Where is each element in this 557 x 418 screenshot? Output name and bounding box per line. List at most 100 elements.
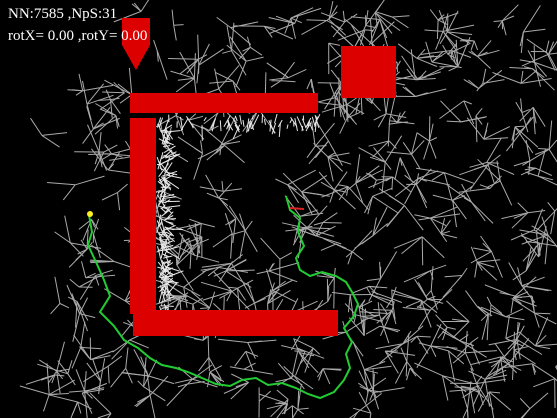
- fiber-segment: [470, 367, 477, 384]
- fiber-segment: [464, 330, 468, 353]
- fiber-segment: [376, 178, 389, 181]
- fiber-segment: [352, 407, 372, 414]
- wall-left: [130, 118, 156, 314]
- fiber-segment: [266, 403, 288, 410]
- fiber-segment: [76, 301, 88, 332]
- fiber-segment: [270, 80, 282, 88]
- fiber-segment: [534, 317, 549, 347]
- fiber-segment: [531, 363, 537, 373]
- fiber-segment: [156, 220, 165, 237]
- fiber-segment: [77, 401, 82, 414]
- fiber-segment: [516, 325, 525, 340]
- fiber-segment: [182, 239, 192, 247]
- fiber-segment: [539, 242, 557, 247]
- fiber-segment: [521, 108, 530, 114]
- fiber-segment: [429, 137, 438, 142]
- square-target-icon[interactable]: [341, 46, 396, 98]
- fiber-segment: [404, 205, 424, 231]
- dot-marker-icon[interactable]: [87, 211, 93, 217]
- fiber-segment: [380, 251, 398, 279]
- fiber-segment: [532, 107, 537, 124]
- fiber-segment: [336, 31, 355, 48]
- fiber-segment: [532, 68, 545, 78]
- fiber-segment: [268, 270, 298, 283]
- fiber-segment: [405, 361, 408, 377]
- fiber-segment: [373, 113, 387, 121]
- fiber-segment: [271, 122, 277, 135]
- fiber-segment: [402, 307, 431, 311]
- fiber-segment: [165, 283, 177, 297]
- fiber-segment: [198, 43, 210, 66]
- fiber-segment: [196, 236, 203, 260]
- fiber-segment: [322, 212, 338, 223]
- fiber-segment: [401, 55, 419, 81]
- fiber-segment: [308, 140, 329, 165]
- fiber-segment: [352, 341, 365, 370]
- fiber-segment: [152, 115, 177, 130]
- fiber-segment: [355, 176, 361, 184]
- fiber-segment: [102, 91, 125, 94]
- fiber-segment: [347, 294, 351, 313]
- fiber-segment: [371, 21, 395, 44]
- fiber-segment: [86, 104, 92, 121]
- fiber-segment: [370, 19, 373, 44]
- fiber-segment: [409, 367, 422, 380]
- fiber-segment: [321, 186, 349, 198]
- fiber-segment: [451, 50, 472, 58]
- fiber-segment: [297, 407, 309, 410]
- fiber-segment: [246, 36, 251, 48]
- fiber-segment: [229, 366, 245, 370]
- fiber-segment: [218, 197, 229, 207]
- fiber-segment: [207, 336, 210, 358]
- fiber-segment: [470, 40, 475, 51]
- fiber-segment: [425, 290, 432, 298]
- fiber-segment: [81, 392, 93, 414]
- fiber-segment: [357, 393, 382, 413]
- fiber-segment: [229, 36, 247, 62]
- fiber-segment: [376, 11, 393, 18]
- fiber-segment: [117, 83, 133, 96]
- fiber-segment: [263, 26, 273, 38]
- fiber-segment: [267, 282, 275, 304]
- fiber-segment: [529, 392, 549, 409]
- fiber-segment: [165, 128, 174, 140]
- fiber-segment: [364, 360, 386, 371]
- fiber-segment: [471, 201, 486, 222]
- fiber-segment: [470, 342, 480, 365]
- fiber-segment: [228, 205, 246, 231]
- fiber-segment: [234, 351, 247, 367]
- fiber-segment: [508, 262, 523, 286]
- fiber-segment: [513, 297, 522, 305]
- hud-rotation: rotX= 0.00 ,rotY= 0.00: [8, 28, 148, 44]
- fiber-segment: [504, 363, 533, 368]
- fiber-segment: [338, 186, 349, 201]
- fiber-segment: [360, 25, 367, 37]
- fiber-segment: [161, 259, 171, 276]
- fiber-segment: [161, 306, 169, 309]
- fiber-segment: [39, 359, 57, 372]
- fiber-segment: [143, 386, 166, 402]
- fiber-segment: [328, 0, 334, 20]
- fiber-segment: [416, 336, 429, 354]
- fiber-segment: [347, 182, 357, 191]
- fiber-segment: [127, 319, 134, 327]
- fiber-segment: [276, 389, 289, 400]
- fiber-segment: [368, 140, 390, 147]
- fiber-segment: [512, 349, 515, 380]
- fiber-segment: [474, 262, 478, 278]
- fiber-segment: [158, 232, 164, 238]
- fiber-segment: [391, 301, 395, 311]
- fiber-segment: [79, 313, 96, 319]
- fiber-segment: [461, 183, 472, 203]
- fiber-segment: [166, 283, 188, 298]
- fiber-segment: [345, 94, 348, 119]
- fiber-segment: [56, 341, 65, 372]
- fiber-segment: [452, 200, 457, 228]
- fiber-segment: [133, 349, 149, 377]
- fiber-segment: [159, 128, 168, 143]
- fiber-segment: [206, 192, 219, 199]
- fiber-segment: [232, 124, 241, 140]
- fiber-segment: [97, 413, 112, 418]
